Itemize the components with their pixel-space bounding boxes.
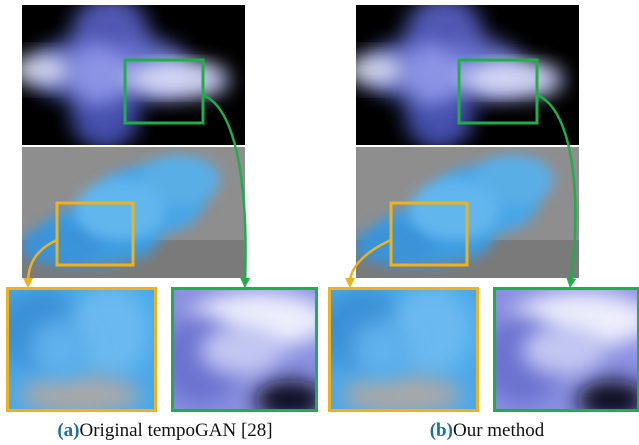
caption: (a)Original tempoGAN [28] <box>57 420 272 441</box>
caption: (b)Our method <box>430 420 545 441</box>
caption-label: (b) <box>430 420 453 441</box>
zoom-crop <box>482 287 639 420</box>
smoke <box>200 325 280 375</box>
smoke <box>10 56 70 84</box>
smoke <box>255 380 325 420</box>
smoke <box>409 180 499 240</box>
zoom-crop <box>317 285 479 415</box>
caption-label: (a) <box>57 420 79 441</box>
smoke <box>30 320 90 380</box>
smoke <box>120 66 220 90</box>
smoke-render <box>344 0 579 150</box>
smoke <box>522 325 602 375</box>
smoke-render <box>10 0 245 150</box>
smoke <box>454 66 554 90</box>
figure: (a)Original tempoGAN [28] (b)Our method <box>0 0 639 445</box>
caption-text: Original tempoGAN [28] <box>80 420 273 441</box>
smoke <box>352 320 412 380</box>
smoke <box>75 180 165 240</box>
smoke <box>344 56 404 84</box>
zoom-crop <box>160 287 330 420</box>
zoom-crop <box>0 285 157 415</box>
smoke <box>406 45 462 105</box>
caption-text: Our method <box>453 420 545 441</box>
smoke <box>72 45 128 105</box>
